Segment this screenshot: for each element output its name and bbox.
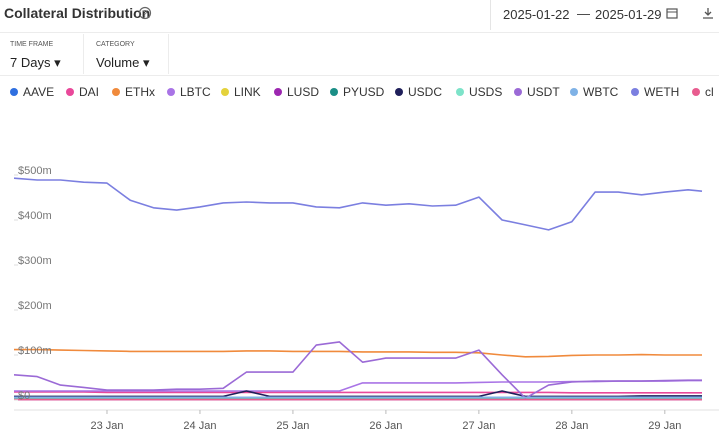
date-start[interactable]: 2025-01-22: [503, 7, 570, 22]
legend-label: LINK: [234, 85, 261, 99]
series-line: [14, 177, 703, 231]
legend-swatch: [221, 88, 229, 96]
series-line: [14, 341, 702, 399]
legend-item[interactable]: USDC: [395, 85, 442, 99]
y-tick-label: $100m: [18, 345, 52, 357]
calendar-icon[interactable]: [665, 6, 679, 20]
legend-label: PYUSD: [343, 85, 385, 99]
legend-item[interactable]: USDS: [456, 85, 502, 99]
legend-item[interactable]: LUSD: [274, 85, 319, 99]
legend-swatch: [456, 88, 464, 96]
legend-swatch: [330, 88, 338, 96]
legend-item[interactable]: cl: [692, 85, 714, 99]
y-tick-label: $300m: [18, 255, 52, 267]
legend-swatch: [395, 88, 403, 96]
filter-label: TIME FRAME: [10, 41, 54, 48]
legend-swatch: [167, 88, 175, 96]
legend-item[interactable]: LBTC: [167, 85, 211, 99]
y-tick-label: $500m: [18, 165, 52, 177]
legend-item[interactable]: WBTC: [570, 85, 619, 99]
x-tick-label: 23 Jan: [90, 420, 123, 432]
legend-swatch: [112, 88, 120, 96]
download-icon[interactable]: [701, 6, 715, 20]
divider: [168, 34, 169, 74]
date-end[interactable]: 2025-01-29: [595, 7, 662, 22]
y-tick-label: $0: [18, 390, 30, 402]
legend-swatch: [66, 88, 74, 96]
legend-swatch: [631, 88, 639, 96]
svg-text:?: ?: [142, 9, 147, 19]
legend-label: DAI: [79, 85, 99, 99]
x-tick-label: 24 Jan: [183, 420, 216, 432]
legend-item[interactable]: PYUSD: [330, 85, 385, 99]
legend-label: USDC: [408, 85, 442, 99]
legend-label: ETHx: [125, 85, 155, 99]
legend-label: AAVE: [23, 85, 54, 99]
x-tick-label: 26 Jan: [369, 420, 402, 432]
series-line: [14, 391, 702, 394]
help-icon[interactable]: ?: [138, 6, 152, 20]
chart-title: Collateral Distribution: [4, 5, 151, 21]
category-select[interactable]: Volume ▾: [96, 55, 150, 70]
divider: [0, 75, 719, 76]
legend-item[interactable]: AAVE: [10, 85, 54, 99]
legend-swatch: [570, 88, 578, 96]
legend-swatch: [274, 88, 282, 96]
divider: [0, 32, 719, 33]
legend-swatch: [514, 88, 522, 96]
legend-label: LBTC: [180, 85, 211, 99]
legend-item[interactable]: LINK: [221, 85, 261, 99]
legend-swatch: [692, 88, 700, 96]
x-tick-label: 28 Jan: [555, 420, 588, 432]
legend-label: cl: [705, 85, 714, 99]
legend-label: LUSD: [287, 85, 319, 99]
y-tick-label: $200m: [18, 300, 52, 312]
x-tick-label: 25 Jan: [276, 420, 309, 432]
filter-value: 7 Days: [10, 55, 51, 70]
divider: [490, 0, 491, 30]
series-line: [14, 348, 702, 358]
legend-label: USDS: [469, 85, 502, 99]
legend-label: WETH: [644, 85, 679, 99]
legend-item[interactable]: DAI: [66, 85, 99, 99]
x-tick-label: 29 Jan: [648, 420, 681, 432]
legend-label: WBTC: [583, 85, 619, 99]
date-separator: —: [577, 6, 590, 21]
legend-swatch: [10, 88, 18, 96]
time-frame-select[interactable]: 7 Days ▾: [10, 55, 61, 70]
filter-label: CATEGORY: [96, 41, 135, 48]
series-line: [14, 390, 702, 398]
y-tick-label: $400m: [18, 210, 52, 222]
divider: [83, 34, 84, 74]
plot-area: [14, 177, 703, 401]
filter-value: Volume: [96, 55, 140, 70]
x-tick-label: 27 Jan: [462, 420, 495, 432]
legend-item[interactable]: WETH: [631, 85, 679, 99]
legend-item[interactable]: USDT: [514, 85, 560, 99]
legend-label: USDT: [527, 85, 560, 99]
legend-item[interactable]: ETHx: [112, 85, 155, 99]
